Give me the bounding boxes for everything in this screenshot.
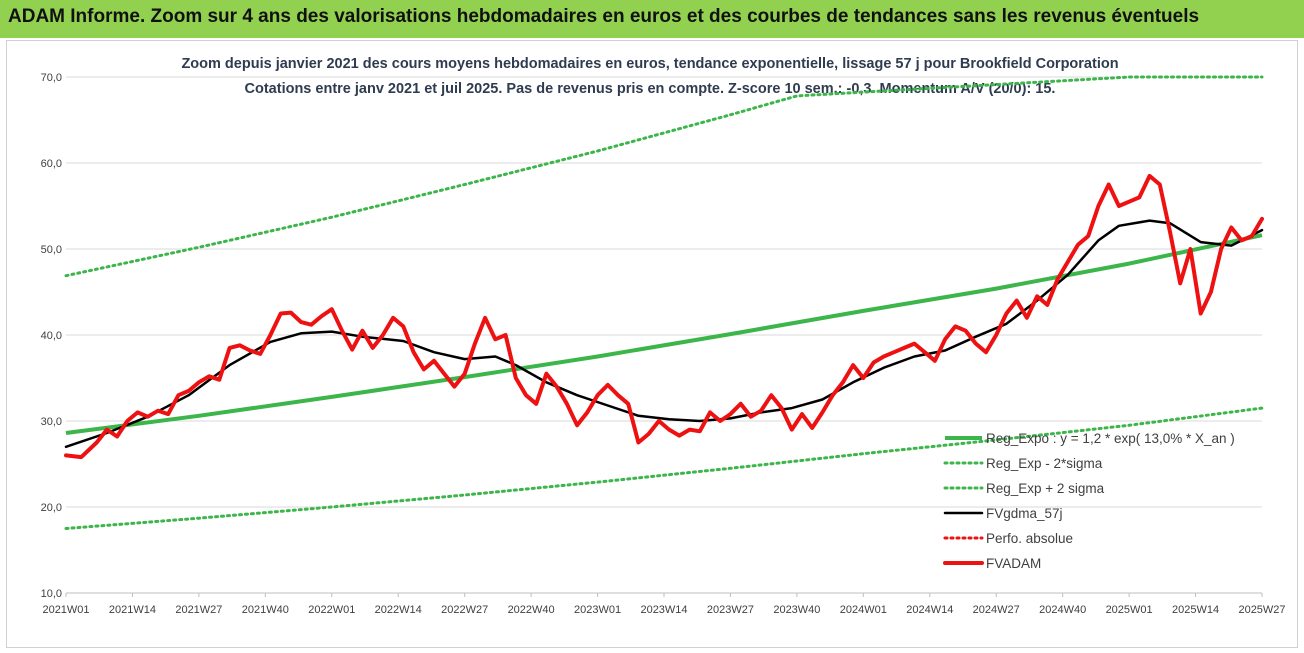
legend-label: Reg_Exp + 2 sigma xyxy=(986,481,1105,496)
x-tick-label: 2022W27 xyxy=(441,604,488,616)
x-tick-label: 2024W27 xyxy=(973,604,1020,616)
series-line-fvgdma-57j xyxy=(64,219,1264,449)
x-tick-label: 2025W27 xyxy=(1238,604,1285,616)
series-lines xyxy=(64,75,1264,530)
x-tick-label: 2023W01 xyxy=(574,604,621,616)
x-tick-label: 2024W14 xyxy=(906,604,953,616)
x-tick-label: 2021W40 xyxy=(242,604,289,616)
x-tick-label: 2021W14 xyxy=(109,604,156,616)
x-tick-label: 2022W01 xyxy=(308,604,355,616)
axes: 10,0 20,0 30,0 40,0 50,0 60,0 70,0 2021W01 2021W… xyxy=(41,72,1286,616)
x-tick-label: 2023W14 xyxy=(640,604,687,616)
y-tick-label: 50,0 xyxy=(41,244,62,256)
x-tick-label: 2025W14 xyxy=(1172,604,1219,616)
legend-label: Reg_Expo : y = 1,2 * exp( 13,0% * X_an ) xyxy=(986,431,1235,446)
x-tick-label: 2023W40 xyxy=(773,604,820,616)
x-tick-label: 2024W40 xyxy=(1039,604,1086,616)
chart-title: Zoom depuis janvier 2021 des cours moyen… xyxy=(181,56,1118,72)
x-tick-label: 2022W40 xyxy=(508,604,555,616)
legend-label: FVgdma_57j xyxy=(986,506,1063,521)
chart-frame xyxy=(6,40,1298,648)
x-tick-label: 2021W01 xyxy=(42,604,89,616)
y-tick-label: 30,0 xyxy=(41,416,62,428)
x-tick-label: 2024W01 xyxy=(840,604,887,616)
x-tick-label: 2023W27 xyxy=(707,604,754,616)
x-tick-label: 2025W01 xyxy=(1106,604,1153,616)
series-line-reg-expo-y-1-2-exp-13-0-x-an xyxy=(65,233,1263,435)
legend: Reg_Expo : y = 1,2 * exp( 13,0% * X_an )… xyxy=(943,431,1235,571)
banner-title: ADAM Informe. Zoom sur 4 ans des valoris… xyxy=(8,6,1200,27)
series-line-reg-exp-2-sigma xyxy=(64,406,1264,530)
y-tick-label: 70,0 xyxy=(41,72,62,84)
series-line-fvadam xyxy=(64,173,1264,460)
x-tick-label: 2022W14 xyxy=(375,604,422,616)
banner: ADAM Informe. Zoom sur 4 ans des valoris… xyxy=(0,0,1304,38)
y-tick-label: 40,0 xyxy=(41,330,62,342)
y-tick-label: 20,0 xyxy=(41,502,62,514)
legend-label: Reg_Exp - 2*sigma xyxy=(986,456,1103,471)
y-tick-label: 60,0 xyxy=(41,158,62,170)
y-tick-label: 10,0 xyxy=(41,588,62,600)
legend-label: FVADAM xyxy=(986,556,1041,571)
legend-label: Perfo. absolue xyxy=(986,531,1073,546)
x-tick-label: 2021W27 xyxy=(175,604,222,616)
series-line-reg-exp-2-sigma xyxy=(64,75,1264,278)
